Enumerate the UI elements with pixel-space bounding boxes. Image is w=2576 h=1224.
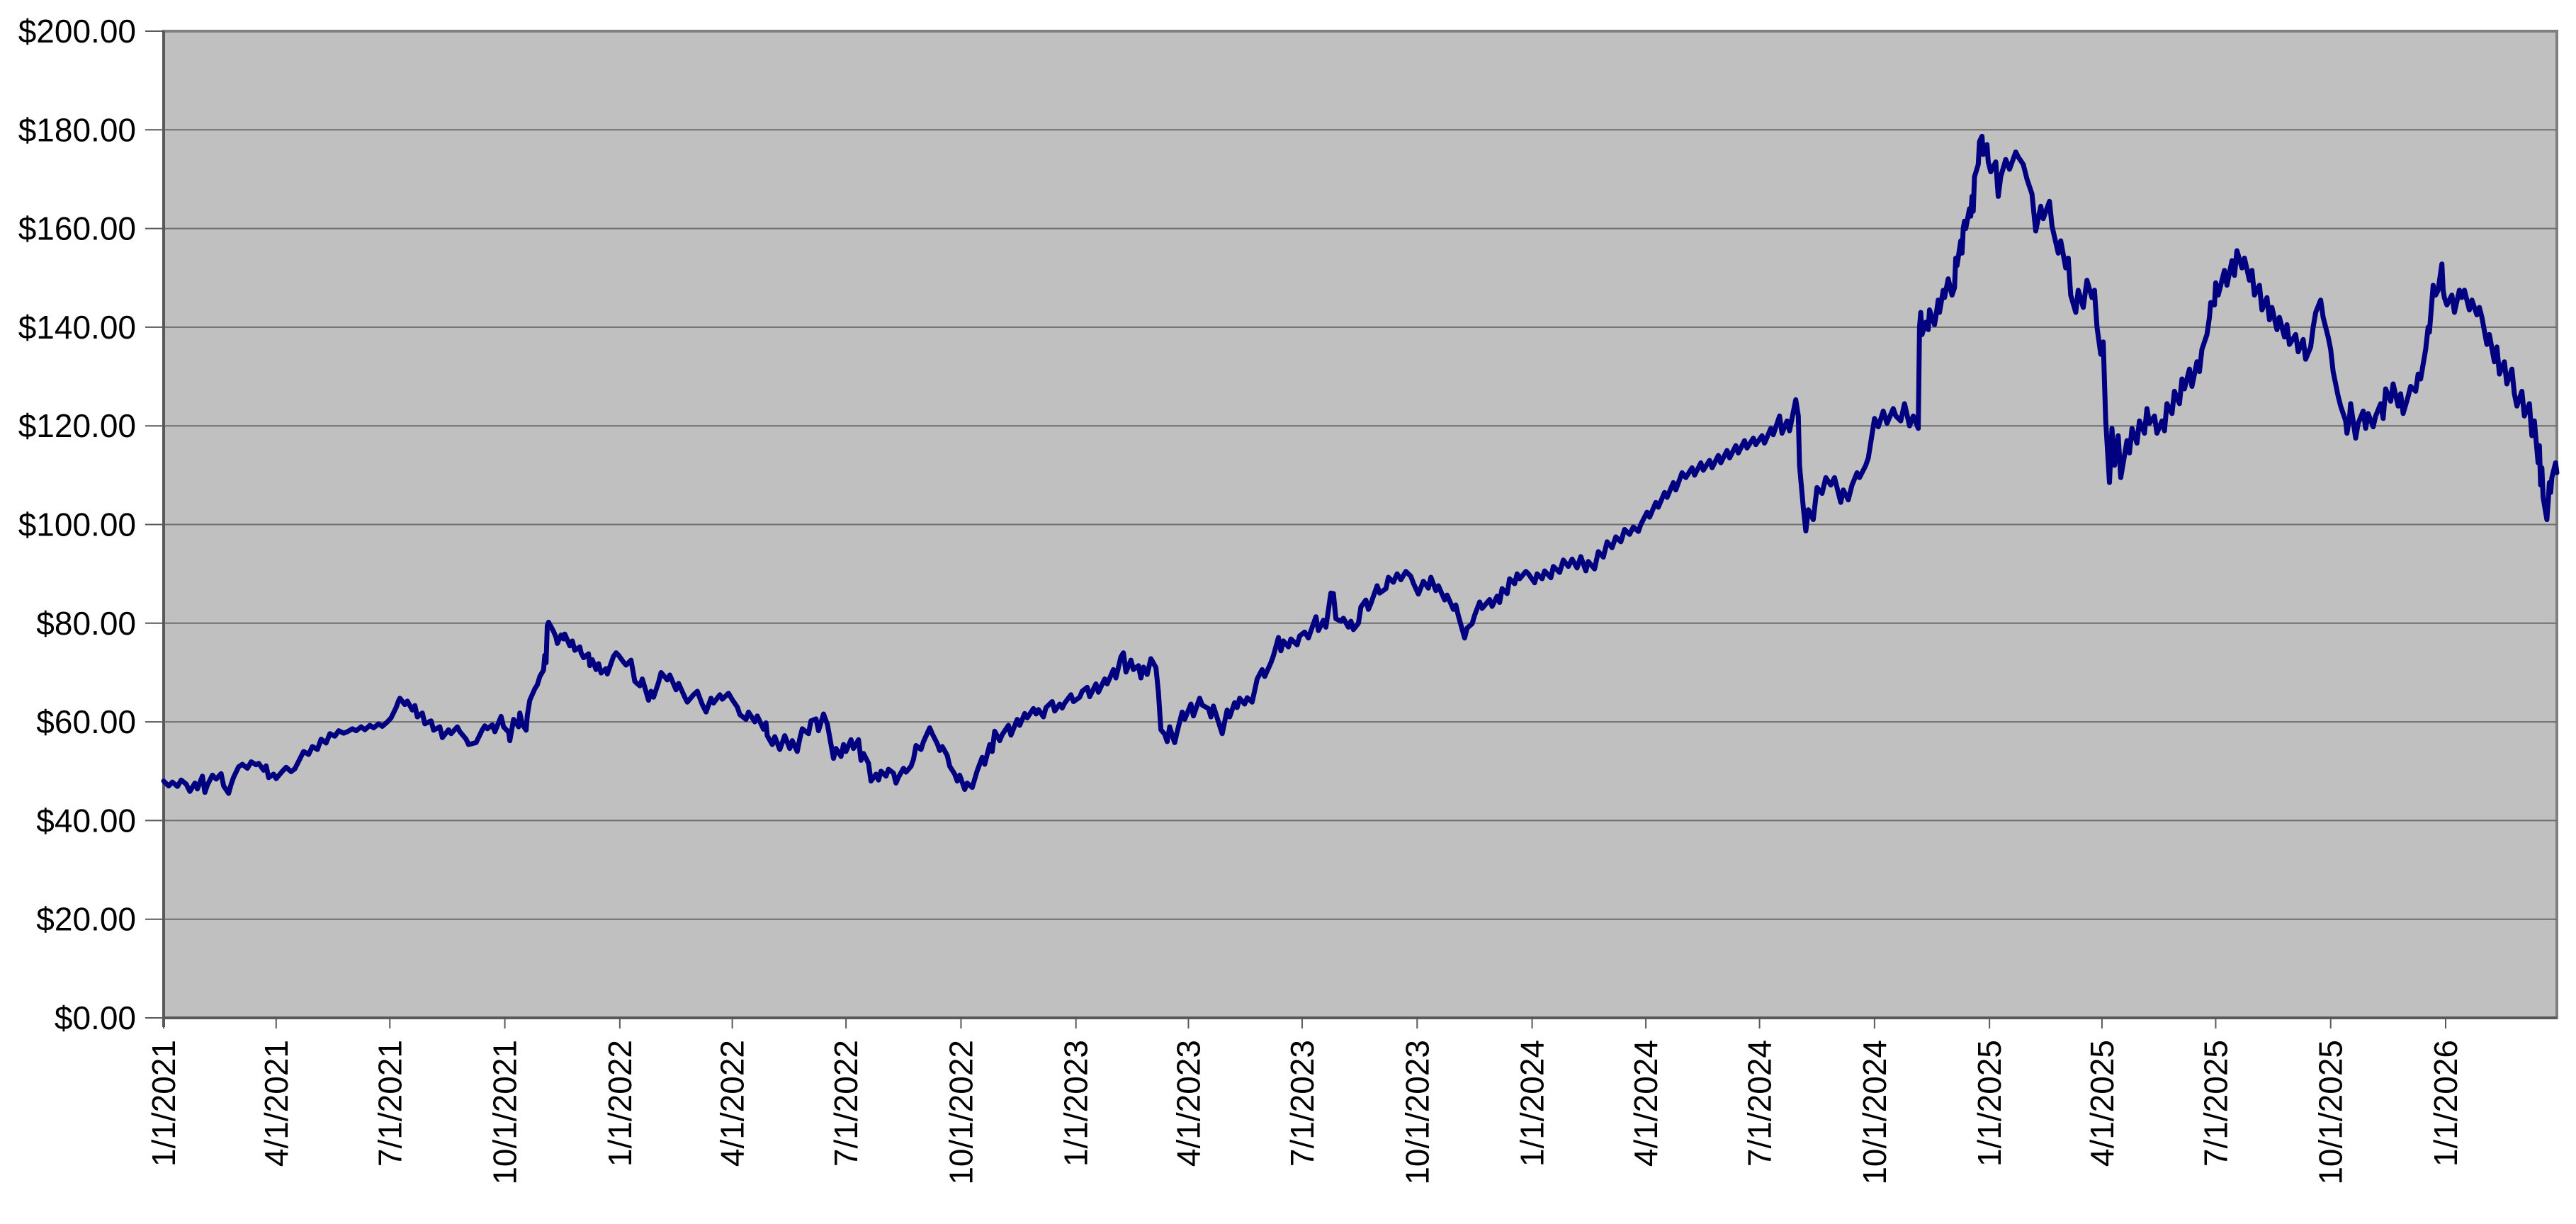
x-axis-tick-label: 7/1/2022	[827, 1040, 864, 1167]
x-axis-tick-label: 1/1/2025	[1971, 1040, 2008, 1167]
x-axis-tick-label: 10/1/2021	[487, 1040, 524, 1185]
x-axis-tick-label: 10/1/2025	[2312, 1040, 2349, 1185]
y-axis-tick-label: $60.00	[36, 703, 136, 740]
y-axis-tick-label: $40.00	[36, 802, 136, 839]
y-axis-tick-label: $120.00	[18, 407, 136, 444]
x-axis-tick-label: 7/1/2025	[2197, 1040, 2234, 1167]
x-axis-tick-label: 1/1/2021	[145, 1040, 182, 1167]
x-axis-tick-label: 4/1/2021	[258, 1040, 295, 1167]
y-axis-tick-label: $100.00	[18, 506, 136, 543]
price-series-line	[161, 133, 2560, 796]
x-axis-tick-label: 1/1/2022	[601, 1040, 638, 1167]
y-axis-tick-label: $0.00	[55, 999, 136, 1036]
y-axis-tick-label: $180.00	[18, 111, 136, 148]
y-axis-tick-label: $200.00	[18, 13, 136, 50]
x-axis-tick-label: 7/1/2021	[371, 1040, 408, 1167]
x-axis-tick-label: 1/1/2024	[1514, 1040, 1551, 1167]
x-axis-tick-label: 10/1/2023	[1399, 1040, 1435, 1185]
y-axis-tick-label: $140.00	[18, 309, 136, 346]
x-axis-tick-label: 7/1/2023	[1284, 1040, 1321, 1167]
y-axis-tick-label: $20.00	[36, 901, 136, 938]
x-axis-tick-label: 4/1/2022	[714, 1040, 751, 1167]
x-axis-tick-label: 10/1/2022	[942, 1040, 979, 1185]
x-axis-tick-label: 4/1/2025	[2084, 1040, 2120, 1167]
x-axis-tick-label: 4/1/2023	[1170, 1040, 1207, 1167]
y-axis-tick-label: $80.00	[36, 605, 136, 642]
x-axis-tick-label: 4/1/2024	[1627, 1040, 1664, 1167]
y-axis-tick-label: $160.00	[18, 210, 136, 247]
x-axis-tick-label: 1/1/2023	[1058, 1040, 1095, 1167]
x-axis-tick-label: 7/1/2024	[1741, 1040, 1778, 1167]
x-axis-tick-label: 1/1/2026	[2427, 1040, 2464, 1167]
x-axis-tick-label: 10/1/2024	[1856, 1040, 1893, 1185]
